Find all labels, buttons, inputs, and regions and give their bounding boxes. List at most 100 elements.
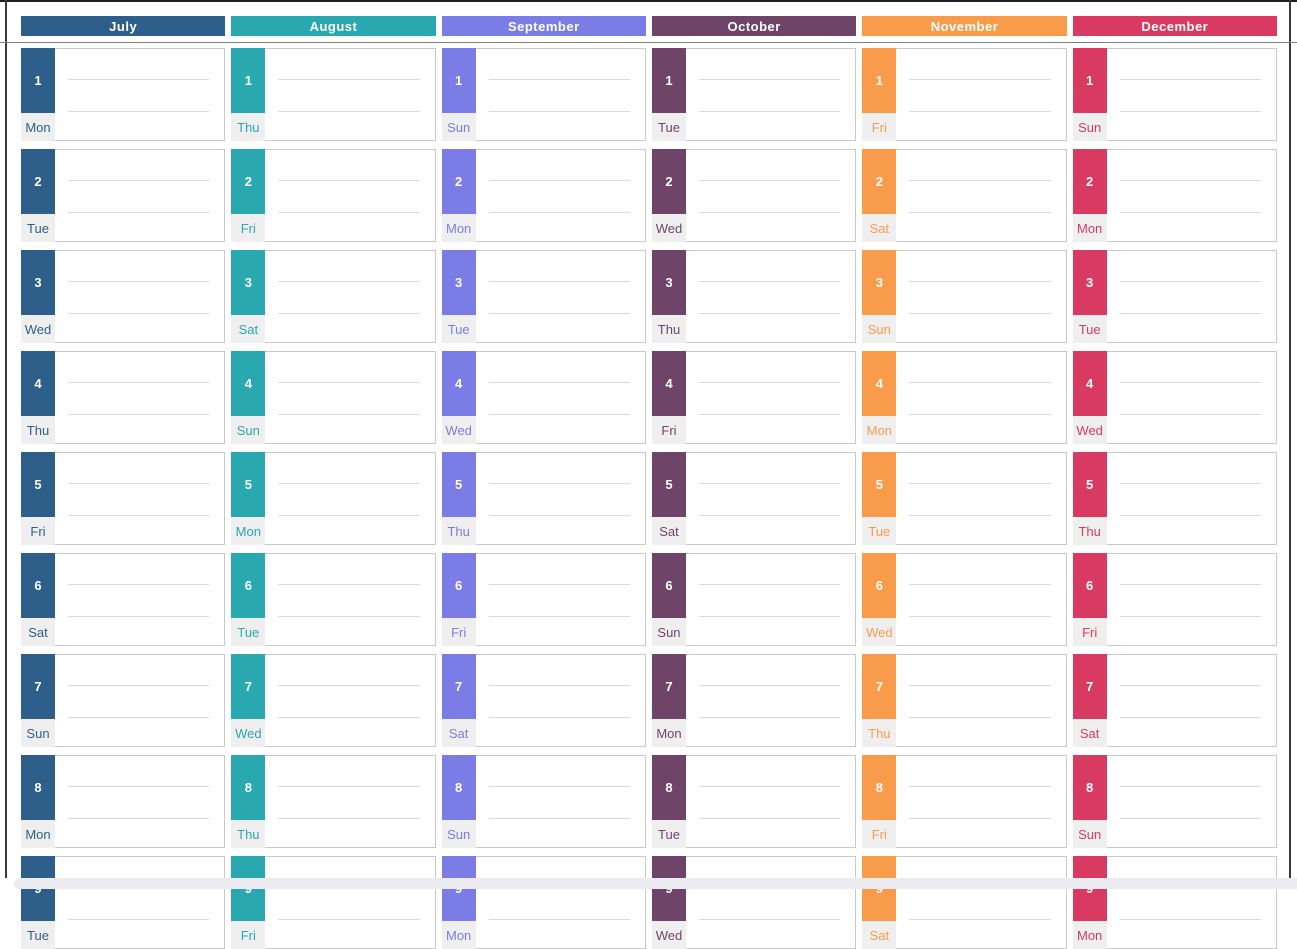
- weekday-label: Fri: [21, 517, 55, 545]
- day-number-box: 2: [651, 149, 686, 214]
- note-line: [698, 483, 841, 484]
- day-cell-december-7[interactable]: 7 Sat: [1072, 654, 1277, 747]
- day-number-box: 5: [231, 452, 266, 517]
- calendar-grid: 1 Mon 1 Thu 1 Sun 1 Tue 1 Fri 1 Sun 2 Tue 2 Fri 2 Mon 2 Wed…: [21, 48, 1277, 949]
- day-cell-july-8[interactable]: 8 Mon: [21, 755, 226, 848]
- day-cell-november-5[interactable]: 5 Tue: [862, 452, 1067, 545]
- weekday-label: Wed: [651, 921, 686, 949]
- day-cell-december-2[interactable]: 2 Mon: [1072, 149, 1277, 242]
- day-number-box: 7: [862, 654, 897, 719]
- note-line: [68, 685, 210, 686]
- day-cell-november-1[interactable]: 1 Fri: [862, 48, 1067, 141]
- day-number-box: 5: [651, 452, 686, 517]
- day-cell-july-7[interactable]: 7 Sun: [21, 654, 226, 747]
- note-line: [698, 584, 841, 585]
- weekday-label: Sat: [862, 214, 897, 242]
- day-number-box: 1: [21, 48, 55, 113]
- horizontal-scrollbar[interactable]: [14, 878, 1297, 889]
- day-cell-december-8[interactable]: 8 Sun: [1072, 755, 1277, 848]
- day-cell-september-4[interactable]: 4 Wed: [441, 351, 646, 444]
- note-line: [909, 584, 1051, 585]
- day-cell-october-4[interactable]: 4 Fri: [651, 351, 857, 444]
- day-cell-september-9[interactable]: 9Mon: [441, 856, 646, 949]
- note-line: [488, 786, 630, 787]
- day-number-box: 7: [21, 654, 55, 719]
- day-cell-august-5[interactable]: 5 Mon: [231, 452, 436, 545]
- day-cell-august-6[interactable]: 6 Tue: [231, 553, 436, 646]
- day-cell-august-8[interactable]: 8 Thu: [231, 755, 436, 848]
- weekday-label: Fri: [862, 820, 897, 848]
- day-cell-august-1[interactable]: 1 Thu: [231, 48, 436, 141]
- day-cell-october-6[interactable]: 6 Sun: [651, 553, 857, 646]
- day-cell-november-2[interactable]: 2 Sat: [862, 149, 1067, 242]
- note-line: [68, 717, 210, 718]
- day-cell-october-7[interactable]: 7 Mon: [651, 654, 857, 747]
- note-line: [698, 281, 841, 282]
- weekday-label: Fri: [1072, 618, 1107, 646]
- day-cell-october-5[interactable]: 5 Sat: [651, 452, 857, 545]
- note-line: [698, 180, 841, 181]
- weekday-label: Mon: [651, 719, 686, 747]
- day-cell-july-2[interactable]: 2 Tue: [21, 149, 226, 242]
- day-cell-july-1[interactable]: 1 Mon: [21, 48, 226, 141]
- day-cell-december-1[interactable]: 1 Sun: [1072, 48, 1277, 141]
- day-cell-november-4[interactable]: 4 Mon: [862, 351, 1067, 444]
- day-number-box: 1: [862, 48, 897, 113]
- day-cell-august-4[interactable]: 4 Sun: [231, 351, 436, 444]
- day-cell-october-3[interactable]: 3 Thu: [651, 250, 857, 343]
- note-line: [698, 382, 841, 383]
- note-line: [278, 483, 420, 484]
- day-number-box: 7: [231, 654, 266, 719]
- day-cell-july-6[interactable]: 6 Sat: [21, 553, 226, 646]
- day-cell-october-2[interactable]: 2 Wed: [651, 149, 857, 242]
- note-line: [1119, 281, 1261, 282]
- day-number-box: 8: [441, 755, 476, 820]
- note-line: [488, 111, 630, 112]
- month-header-july: July: [21, 16, 226, 36]
- weekday-label: Sun: [1072, 820, 1107, 848]
- weekday-label: Sun: [441, 820, 476, 848]
- day-cell-november-6[interactable]: 6 Wed: [862, 553, 1067, 646]
- weekday-label: Sat: [21, 618, 55, 646]
- day-cell-december-5[interactable]: 5 Thu: [1072, 452, 1277, 545]
- weekday-label: Mon: [1072, 214, 1107, 242]
- note-line: [698, 786, 841, 787]
- day-cell-august-2[interactable]: 2 Fri: [231, 149, 436, 242]
- day-number-box: 8: [21, 755, 55, 820]
- day-cell-august-3[interactable]: 3 Sat: [231, 250, 436, 343]
- day-cell-september-7[interactable]: 7 Sat: [441, 654, 646, 747]
- day-number-box: 6: [231, 553, 266, 618]
- day-number-box: 4: [651, 351, 686, 416]
- day-cell-july-9[interactable]: 9Tue: [21, 856, 226, 949]
- day-cell-december-4[interactable]: 4 Wed: [1072, 351, 1277, 444]
- day-number-box: 2: [1072, 149, 1107, 214]
- day-cell-december-6[interactable]: 6 Fri: [1072, 553, 1277, 646]
- day-cell-november-7[interactable]: 7 Thu: [862, 654, 1067, 747]
- day-cell-december-3[interactable]: 3 Tue: [1072, 250, 1277, 343]
- day-cell-october-8[interactable]: 8 Tue: [651, 755, 857, 848]
- day-cell-december-9[interactable]: 9Mon: [1072, 856, 1277, 949]
- day-cell-july-4[interactable]: 4 Thu: [21, 351, 226, 444]
- day-cell-november-8[interactable]: 8 Fri: [862, 755, 1067, 848]
- day-cell-october-1[interactable]: 1 Tue: [651, 48, 857, 141]
- day-number-box: 8: [1072, 755, 1107, 820]
- day-cell-september-6[interactable]: 6 Fri: [441, 553, 646, 646]
- day-cell-november-3[interactable]: 3 Sun: [862, 250, 1067, 343]
- day-cell-august-9[interactable]: 9Fri: [231, 856, 436, 949]
- day-number-box: 8: [862, 755, 897, 820]
- day-cell-september-5[interactable]: 5 Thu: [441, 452, 646, 545]
- day-cell-july-3[interactable]: 3 Wed: [21, 250, 226, 343]
- note-line: [1119, 382, 1261, 383]
- day-cell-november-9[interactable]: 9Sat: [862, 856, 1067, 949]
- day-cell-september-1[interactable]: 1 Sun: [441, 48, 646, 141]
- day-cell-september-2[interactable]: 2 Mon: [441, 149, 646, 242]
- note-line: [278, 919, 420, 920]
- day-cell-october-9[interactable]: 9Wed: [651, 856, 857, 949]
- note-line: [488, 483, 630, 484]
- day-cell-july-5[interactable]: 5 Fri: [21, 452, 226, 545]
- day-cell-september-3[interactable]: 3 Tue: [441, 250, 646, 343]
- weekday-label: Tue: [651, 113, 686, 141]
- day-cell-august-7[interactable]: 7 Wed: [231, 654, 436, 747]
- day-number-box: 5: [441, 452, 476, 517]
- day-cell-september-8[interactable]: 8 Sun: [441, 755, 646, 848]
